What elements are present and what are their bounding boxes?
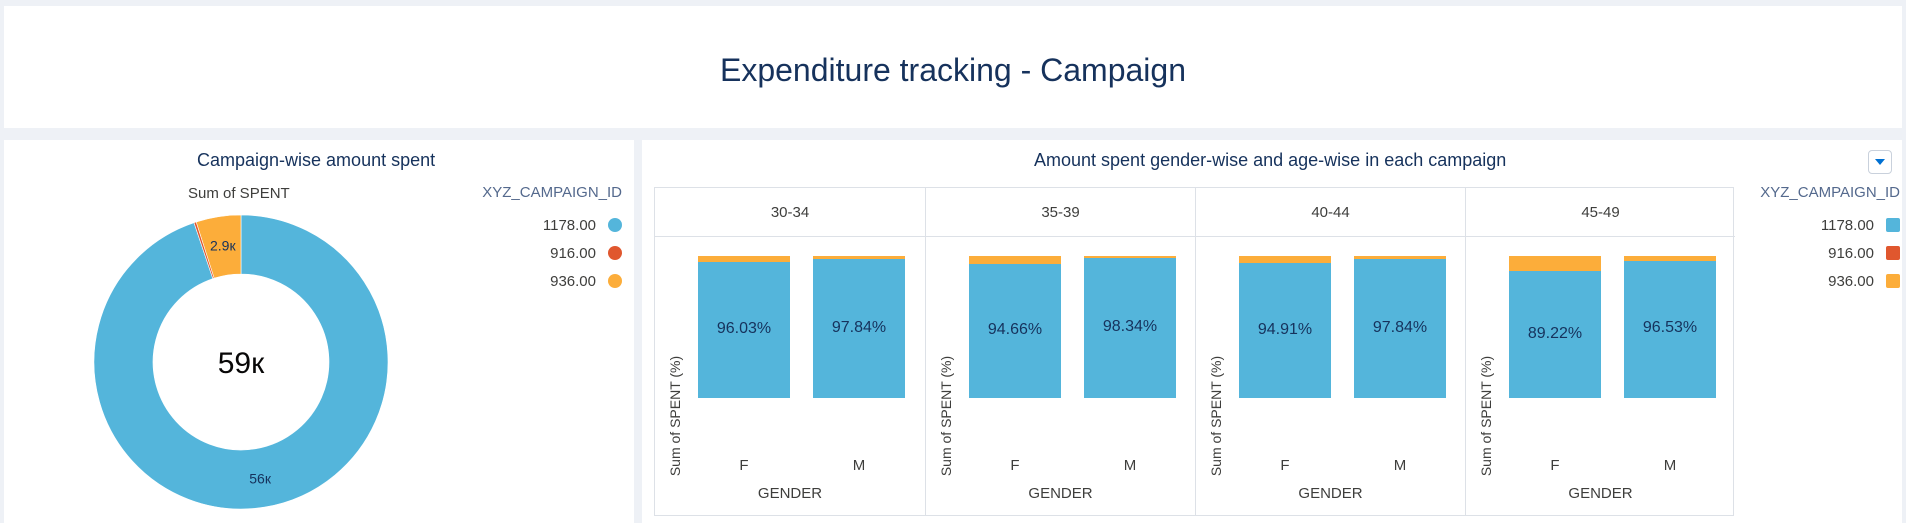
bar-segment-1178[interactable] xyxy=(1624,260,1716,398)
x-tick-label: M xyxy=(1663,457,1677,474)
bar-segment-936[interactable] xyxy=(1509,256,1601,272)
legend-swatch xyxy=(1886,274,1900,289)
facet-header: 35-39 xyxy=(926,188,1195,237)
legend-swatch xyxy=(1886,246,1900,261)
donut-slice-label: 2.9к xyxy=(210,237,236,253)
legend-item-label: 1178.00 xyxy=(1820,216,1874,234)
bar-segment-1178[interactable] xyxy=(1239,263,1331,398)
bar-data-label: 97.84% xyxy=(831,318,887,336)
facet-header: 45-49 xyxy=(1466,188,1735,237)
legend-item[interactable]: 916.00 xyxy=(1828,244,1900,266)
legend-item[interactable]: 936.00 xyxy=(550,272,622,294)
bar-segment-1178[interactable] xyxy=(698,261,790,398)
facet-header: 30-34 xyxy=(655,188,925,237)
donut-slice[interactable] xyxy=(93,214,389,510)
legend-item[interactable]: 916.00 xyxy=(550,244,622,266)
donut-title: Campaign-wise amount spent xyxy=(197,150,436,170)
bar-data-label: 94.66% xyxy=(987,320,1043,338)
legend-title: XYZ_CAMPAIGN_ID xyxy=(482,184,622,201)
facet-column: 40-44 Sum of SPENT (%) 94.91% F 97.84% M GENDE… xyxy=(1195,188,1465,515)
header-card: Expenditure tracking - Campaign xyxy=(4,6,1902,128)
bar-stack[interactable]: 97.84% xyxy=(1354,256,1446,398)
bar-segment-1178[interactable] xyxy=(1354,259,1446,398)
legend-item-label: 936.00 xyxy=(1828,272,1874,290)
bar-data-label: 96.03% xyxy=(716,319,772,337)
donut-chart: 56к 2.9к 59к xyxy=(93,214,389,510)
legend-item-label: 1178.00 xyxy=(542,216,596,234)
bar-segment-936[interactable] xyxy=(969,256,1061,264)
legend-item[interactable]: 1178.00 xyxy=(1821,216,1900,238)
bar-stack[interactable]: 94.66% xyxy=(969,256,1061,398)
facet-column: 45-49 Sum of SPENT (%) 89.22% F 96.53% M GENDE… xyxy=(1465,188,1735,515)
bar-chart-title: Amount spent gender-wise and age-wise in… xyxy=(1034,150,1507,170)
bar-stack[interactable]: 96.53% xyxy=(1624,256,1716,398)
legend-swatch xyxy=(608,246,622,261)
x-tick-label: F xyxy=(1550,457,1560,474)
donut-legend: XYZ_CAMPAIGN_ID 1178.00 916.00 936.00 xyxy=(454,184,622,304)
chart-menu-button[interactable] xyxy=(1868,150,1892,174)
bar-segment-1178[interactable] xyxy=(1509,271,1601,398)
bar-segment-936[interactable] xyxy=(698,256,790,262)
x-tick-label: F xyxy=(1280,457,1290,474)
legend-swatch xyxy=(1886,218,1900,233)
bar-stack[interactable]: 97.84% xyxy=(813,256,905,398)
bar-stack[interactable]: 96.03% xyxy=(698,256,790,398)
bar-data-label: 89.22% xyxy=(1527,324,1583,342)
y-axis-title: Sum of SPENT (%) xyxy=(938,355,954,477)
donut-card: Campaign-wise amount spent Sum of SPENT … xyxy=(4,140,634,523)
y-axis-title: Sum of SPENT (%) xyxy=(1208,355,1224,477)
legend-item-label: 936.00 xyxy=(550,272,596,290)
legend-item-label: 916.00 xyxy=(1828,244,1874,262)
facet-grid: 30-34 Sum of SPENT (%) 96.03% F 97.84% M GENDE… xyxy=(654,187,1735,516)
bar-segment-936[interactable] xyxy=(1624,256,1716,261)
x-axis-title: GENDER xyxy=(1298,485,1363,502)
bar-data-label: 98.34% xyxy=(1102,318,1158,336)
page-title: Expenditure tracking - Campaign xyxy=(719,52,1186,88)
donut-slice[interactable] xyxy=(195,214,242,279)
x-axis-title: GENDER xyxy=(1568,485,1633,502)
legend-item-label: 916.00 xyxy=(550,244,596,262)
y-axis-title: Sum of SPENT (%) xyxy=(1478,355,1494,477)
bar-segment-936[interactable] xyxy=(1354,256,1446,260)
x-tick-label: M xyxy=(1393,457,1407,474)
x-axis-title: GENDER xyxy=(1028,485,1093,502)
bar-segment-936[interactable] xyxy=(813,256,905,260)
x-tick-label: M xyxy=(1123,457,1137,474)
x-tick-label: F xyxy=(739,457,749,474)
bar-segment-1178[interactable] xyxy=(1084,258,1176,398)
chevron-down-icon xyxy=(1875,159,1885,165)
bar-card: Amount spent gender-wise and age-wise in… xyxy=(642,140,1902,523)
x-tick-label: M xyxy=(852,457,866,474)
donut-slice-label: 56к xyxy=(249,470,272,486)
legend-title: XYZ_CAMPAIGN_ID xyxy=(1760,184,1900,201)
bar-data-label: 96.53% xyxy=(1642,319,1698,337)
bar-segment-1178[interactable] xyxy=(969,263,1061,398)
donut-center-total: 59к xyxy=(218,347,265,380)
bar-stack[interactable]: 94.91% xyxy=(1239,256,1331,398)
legend-swatch xyxy=(608,218,622,233)
y-axis-title: Sum of SPENT (%) xyxy=(667,355,683,477)
legend-item[interactable]: 1178.00 xyxy=(543,216,622,238)
bar-legend: XYZ_CAMPAIGN_ID 1178.00 916.00 936.00 xyxy=(1732,184,1900,304)
facet-header: 40-44 xyxy=(1196,188,1465,237)
bar-stack[interactable]: 89.22% xyxy=(1509,256,1601,398)
bar-segment-1178[interactable] xyxy=(813,259,905,398)
legend-item[interactable]: 936.00 xyxy=(1828,272,1900,294)
legend-swatch xyxy=(608,274,622,289)
bar-segment-936[interactable] xyxy=(1084,256,1176,259)
bar-data-label: 97.84% xyxy=(1372,318,1428,336)
bar-data-label: 94.91% xyxy=(1257,320,1313,338)
donut-subtitle: Sum of SPENT xyxy=(188,185,290,202)
facet-column: 30-34 Sum of SPENT (%) 96.03% F 97.84% M GENDE… xyxy=(655,188,925,515)
bar-stack[interactable]: 98.34% xyxy=(1084,256,1176,398)
x-axis-title: GENDER xyxy=(757,485,823,502)
x-tick-label: F xyxy=(1010,457,1020,474)
facet-column: 35-39 Sum of SPENT (%) 94.66% F 98.34% M GENDE… xyxy=(925,188,1195,515)
bar-segment-936[interactable] xyxy=(1239,256,1331,264)
